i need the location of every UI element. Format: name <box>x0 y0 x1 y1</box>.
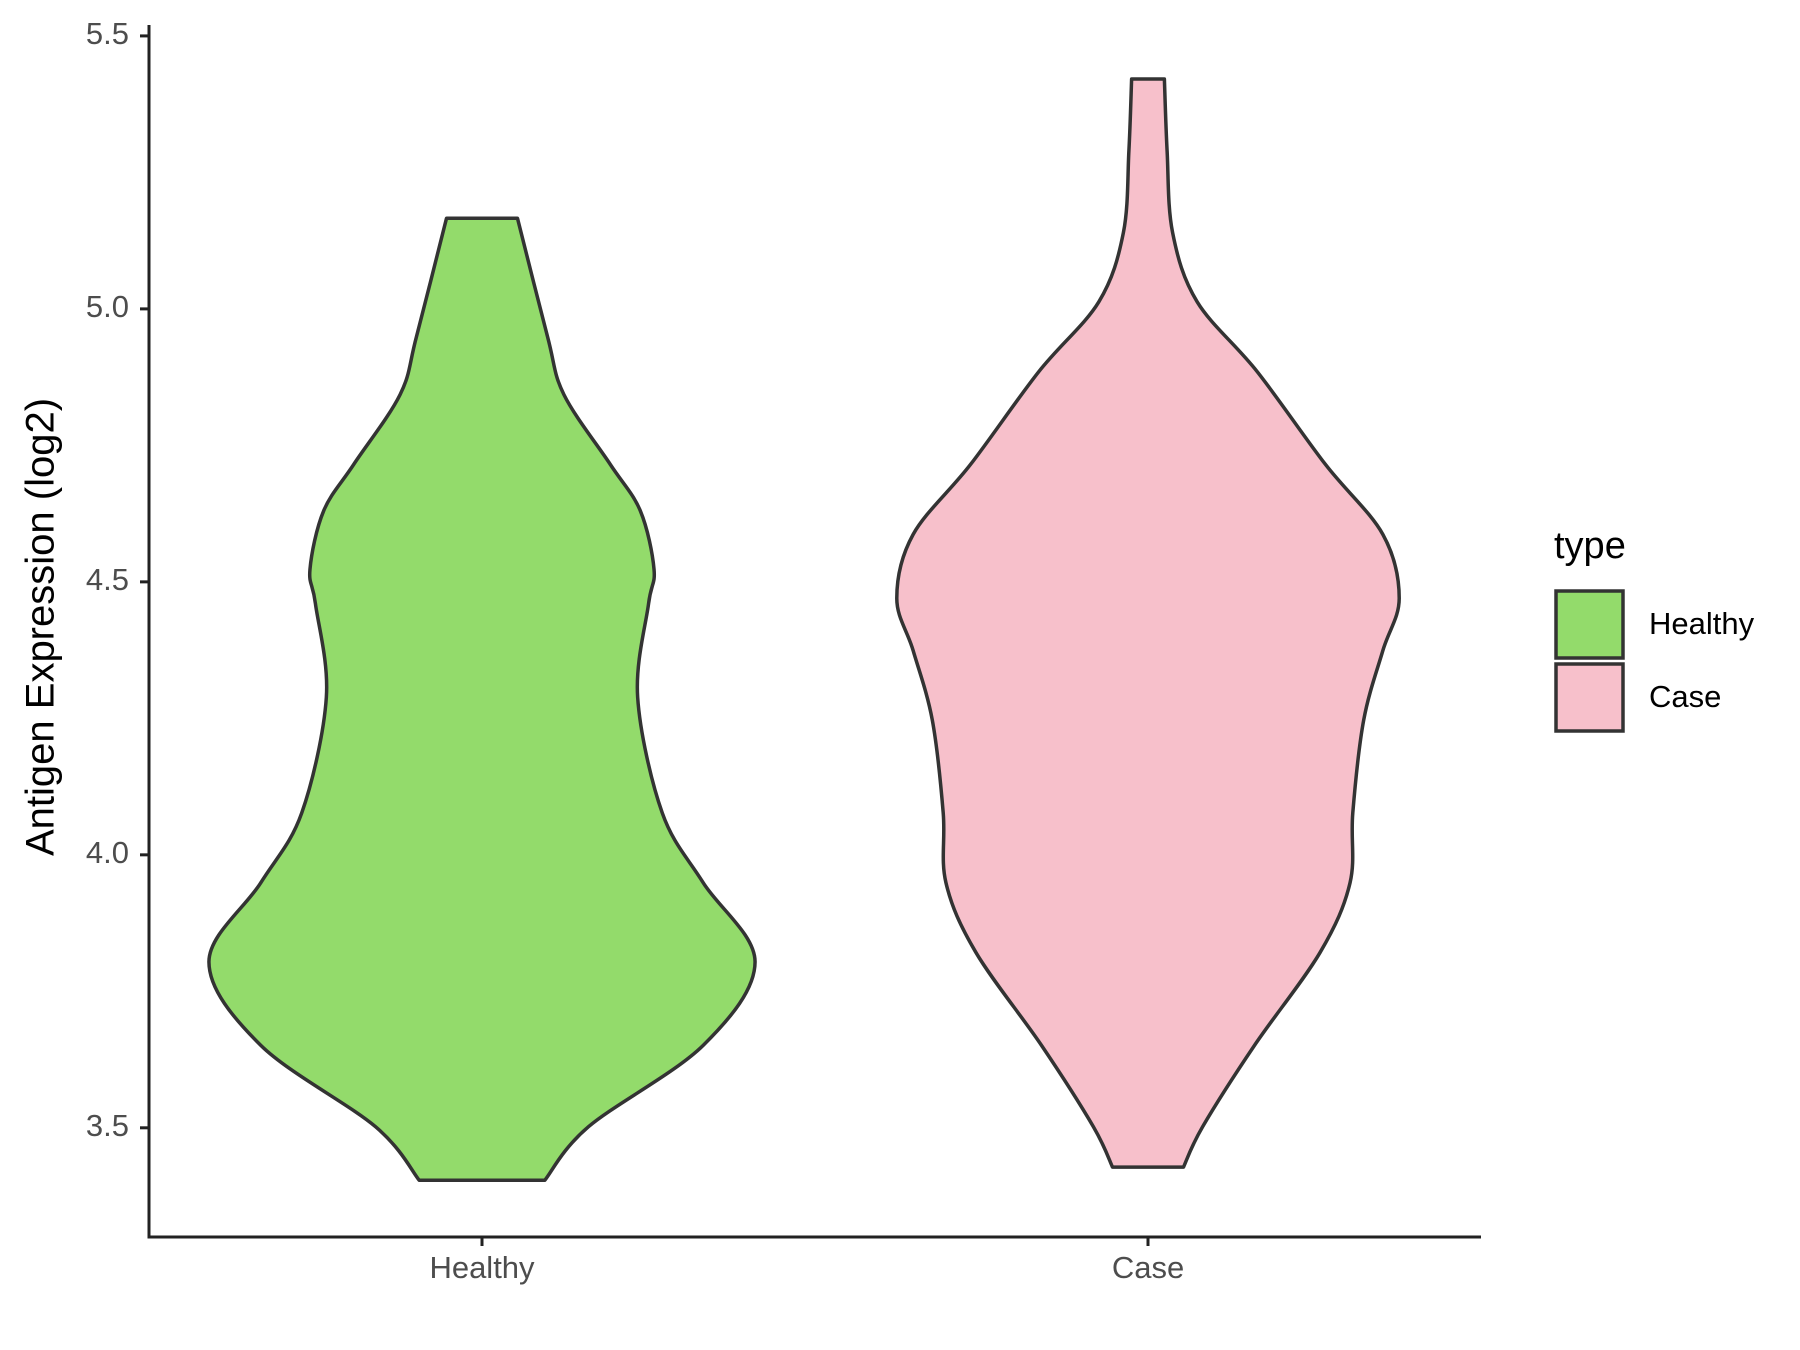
y-tick-label: 5.5 <box>86 16 129 51</box>
legend-label: Case <box>1649 679 1721 714</box>
y-tick-label: 4.0 <box>86 835 129 870</box>
y-tick-label: 3.5 <box>86 1108 129 1143</box>
y-axis-label: Antigen Expression (log2) <box>19 398 63 856</box>
x-tick-label: Healthy <box>429 1250 535 1285</box>
y-tick-label: 5.0 <box>86 289 129 324</box>
y-tick-label: 4.5 <box>86 562 129 597</box>
legend-key <box>1554 589 1625 660</box>
legend-title: type <box>1554 525 1626 567</box>
x-tick-label: Case <box>1112 1250 1184 1285</box>
violin <box>895 77 1401 1169</box>
legend-key <box>1554 662 1625 733</box>
legend-label: Healthy <box>1649 606 1755 641</box>
violin <box>207 216 757 1182</box>
